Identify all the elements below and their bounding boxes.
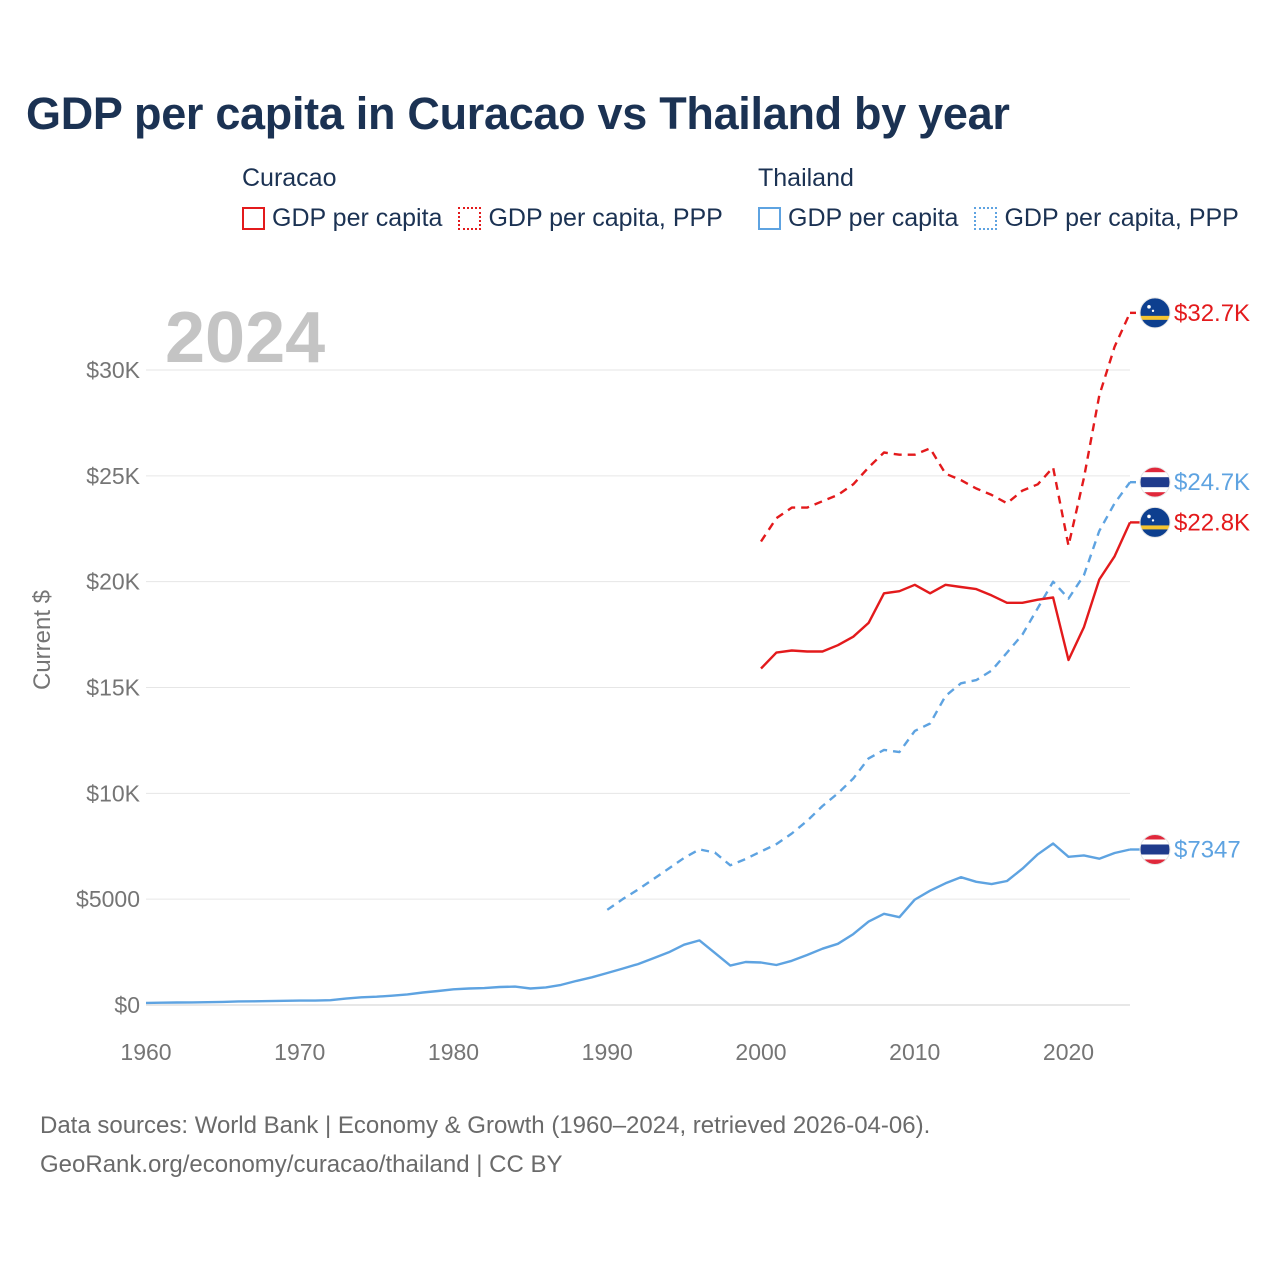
x-tick-label: 2020 xyxy=(1043,1039,1094,1065)
y-tick-label: $15K xyxy=(86,675,140,701)
legend-item-label: GDP per capita, PPP xyxy=(1004,204,1239,232)
thailand-flag-icon xyxy=(1140,834,1170,865)
curacao-flag-icon xyxy=(1140,297,1170,328)
x-tick-label: 1980 xyxy=(428,1039,479,1065)
year-watermark: 2024 xyxy=(165,298,325,378)
legend-item-label: GDP per capita xyxy=(788,204,959,232)
x-tick-label: 2010 xyxy=(889,1039,940,1065)
dotted-swatch-icon xyxy=(974,207,998,230)
legend-item-thailand-gdp-ppp[interactable]: GDP per capita, PPP xyxy=(974,204,1239,233)
legend-item-thailand-gdp[interactable]: GDP per capita xyxy=(758,204,958,233)
chart-title: GDP per capita in Curacao vs Thailand by… xyxy=(26,88,1010,139)
series-line-curacao-gdp-per-capita-ppp xyxy=(759,312,1132,547)
y-tick-label: $30K xyxy=(86,357,140,383)
data-sources: Data sources: World Bank | Economy & Gro… xyxy=(40,1106,930,1184)
legend-group-curacao: Curacao GDP per capita GDP per capita, P… xyxy=(242,162,739,233)
x-tick-label: 1960 xyxy=(120,1039,171,1065)
series-line-thailand-gdp-per-capita-ppp xyxy=(606,481,1131,911)
x-tick-label: 1990 xyxy=(582,1039,633,1065)
source-line: GeoRank.org/economy/curacao/thailand | C… xyxy=(40,1151,563,1178)
series-line-curacao-gdp-per-capita xyxy=(760,521,1132,670)
series-end-label: $22.8K xyxy=(1174,509,1250,536)
y-tick-label: $20K xyxy=(86,569,140,595)
series-end-label: $7347 xyxy=(1174,836,1241,863)
y-tick-label: $0 xyxy=(114,992,140,1018)
series-end-label: $32.7K xyxy=(1174,300,1250,327)
y-tick-label: $25K xyxy=(86,463,140,489)
y-tick-label: $5000 xyxy=(76,886,140,912)
legend-country-label: Thailand xyxy=(758,164,854,192)
thailand-flag-icon xyxy=(1140,467,1170,498)
legend-item-label: GDP per capita xyxy=(272,204,443,232)
x-tick-label: 2000 xyxy=(735,1039,786,1065)
y-tick-label: $10K xyxy=(86,780,140,806)
source-line: Data sources: World Bank | Economy & Gro… xyxy=(40,1112,931,1139)
legend-item-curacao-gdp[interactable]: GDP per capita xyxy=(242,204,442,233)
x-tick-label: 1970 xyxy=(274,1039,325,1065)
legend-country-label: Curacao xyxy=(242,164,337,192)
curacao-flag-icon xyxy=(1140,507,1170,538)
legend-item-curacao-gdp-ppp[interactable]: GDP per capita, PPP xyxy=(458,204,723,233)
series-line-thailand-gdp-per-capita xyxy=(145,842,1131,1005)
dotted-swatch-icon xyxy=(458,207,482,230)
y-axis-label: Current $ xyxy=(29,590,56,690)
solid-swatch-icon xyxy=(758,207,781,230)
legend-item-label: GDP per capita, PPP xyxy=(488,204,723,232)
series-end-label: $24.7K xyxy=(1174,469,1250,496)
legend-group-thailand: Thailand GDP per capita GDP per capita, … xyxy=(758,162,1255,233)
solid-swatch-icon xyxy=(242,207,265,230)
